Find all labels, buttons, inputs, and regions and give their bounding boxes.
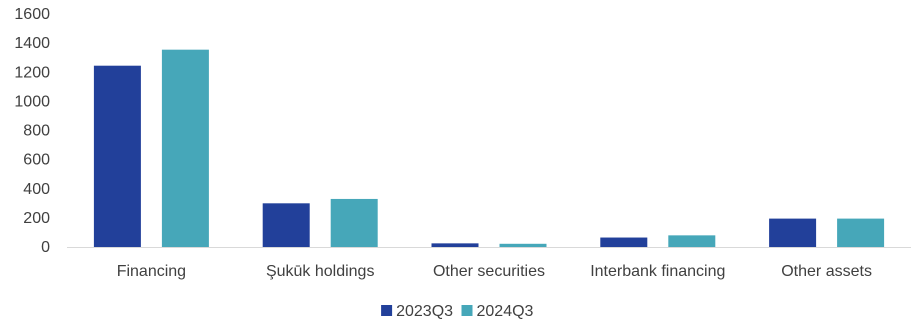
x-category-label: Other assets bbox=[781, 263, 872, 280]
bar-2024Q3-interbank-financing bbox=[668, 235, 716, 247]
y-tick-label: 1200 bbox=[14, 64, 50, 81]
y-tick-label: 200 bbox=[23, 210, 50, 227]
bar-2023Q3-interbank-financing bbox=[600, 237, 648, 247]
legend-label: 2023Q3 bbox=[396, 303, 453, 320]
y-tick-label: 1000 bbox=[14, 93, 50, 110]
bar-2023Q3-other-assets bbox=[769, 218, 817, 247]
y-tick-label: 1400 bbox=[14, 35, 50, 52]
bar-2024Q3-other-assets bbox=[837, 218, 885, 247]
y-tick-label: 600 bbox=[23, 152, 50, 169]
bar-2024Q3-other-securities bbox=[499, 243, 547, 247]
x-category-label: Financing bbox=[117, 263, 186, 280]
y-tick-label: 0 bbox=[41, 239, 50, 256]
bar-2024Q3-financing bbox=[161, 49, 209, 247]
legend-swatch-2023Q3 bbox=[381, 305, 393, 316]
x-category-label: Şukūk holdings bbox=[266, 263, 375, 280]
y-tick-label: 800 bbox=[23, 123, 50, 140]
legend-label: 2024Q3 bbox=[477, 303, 534, 320]
bar-2023Q3-financing bbox=[93, 65, 141, 248]
x-category-label: Interbank financing bbox=[590, 263, 725, 280]
bar-2024Q3-şukūk-holdings bbox=[330, 198, 378, 247]
legend-swatch-2024Q3 bbox=[461, 305, 473, 316]
y-tick-label: 1600 bbox=[14, 6, 50, 23]
bar-2023Q3-other-securities bbox=[431, 243, 479, 247]
x-category-label: Other securities bbox=[433, 263, 545, 280]
y-tick-label: 400 bbox=[23, 181, 50, 198]
bar-2023Q3-şukūk-holdings bbox=[262, 203, 310, 247]
